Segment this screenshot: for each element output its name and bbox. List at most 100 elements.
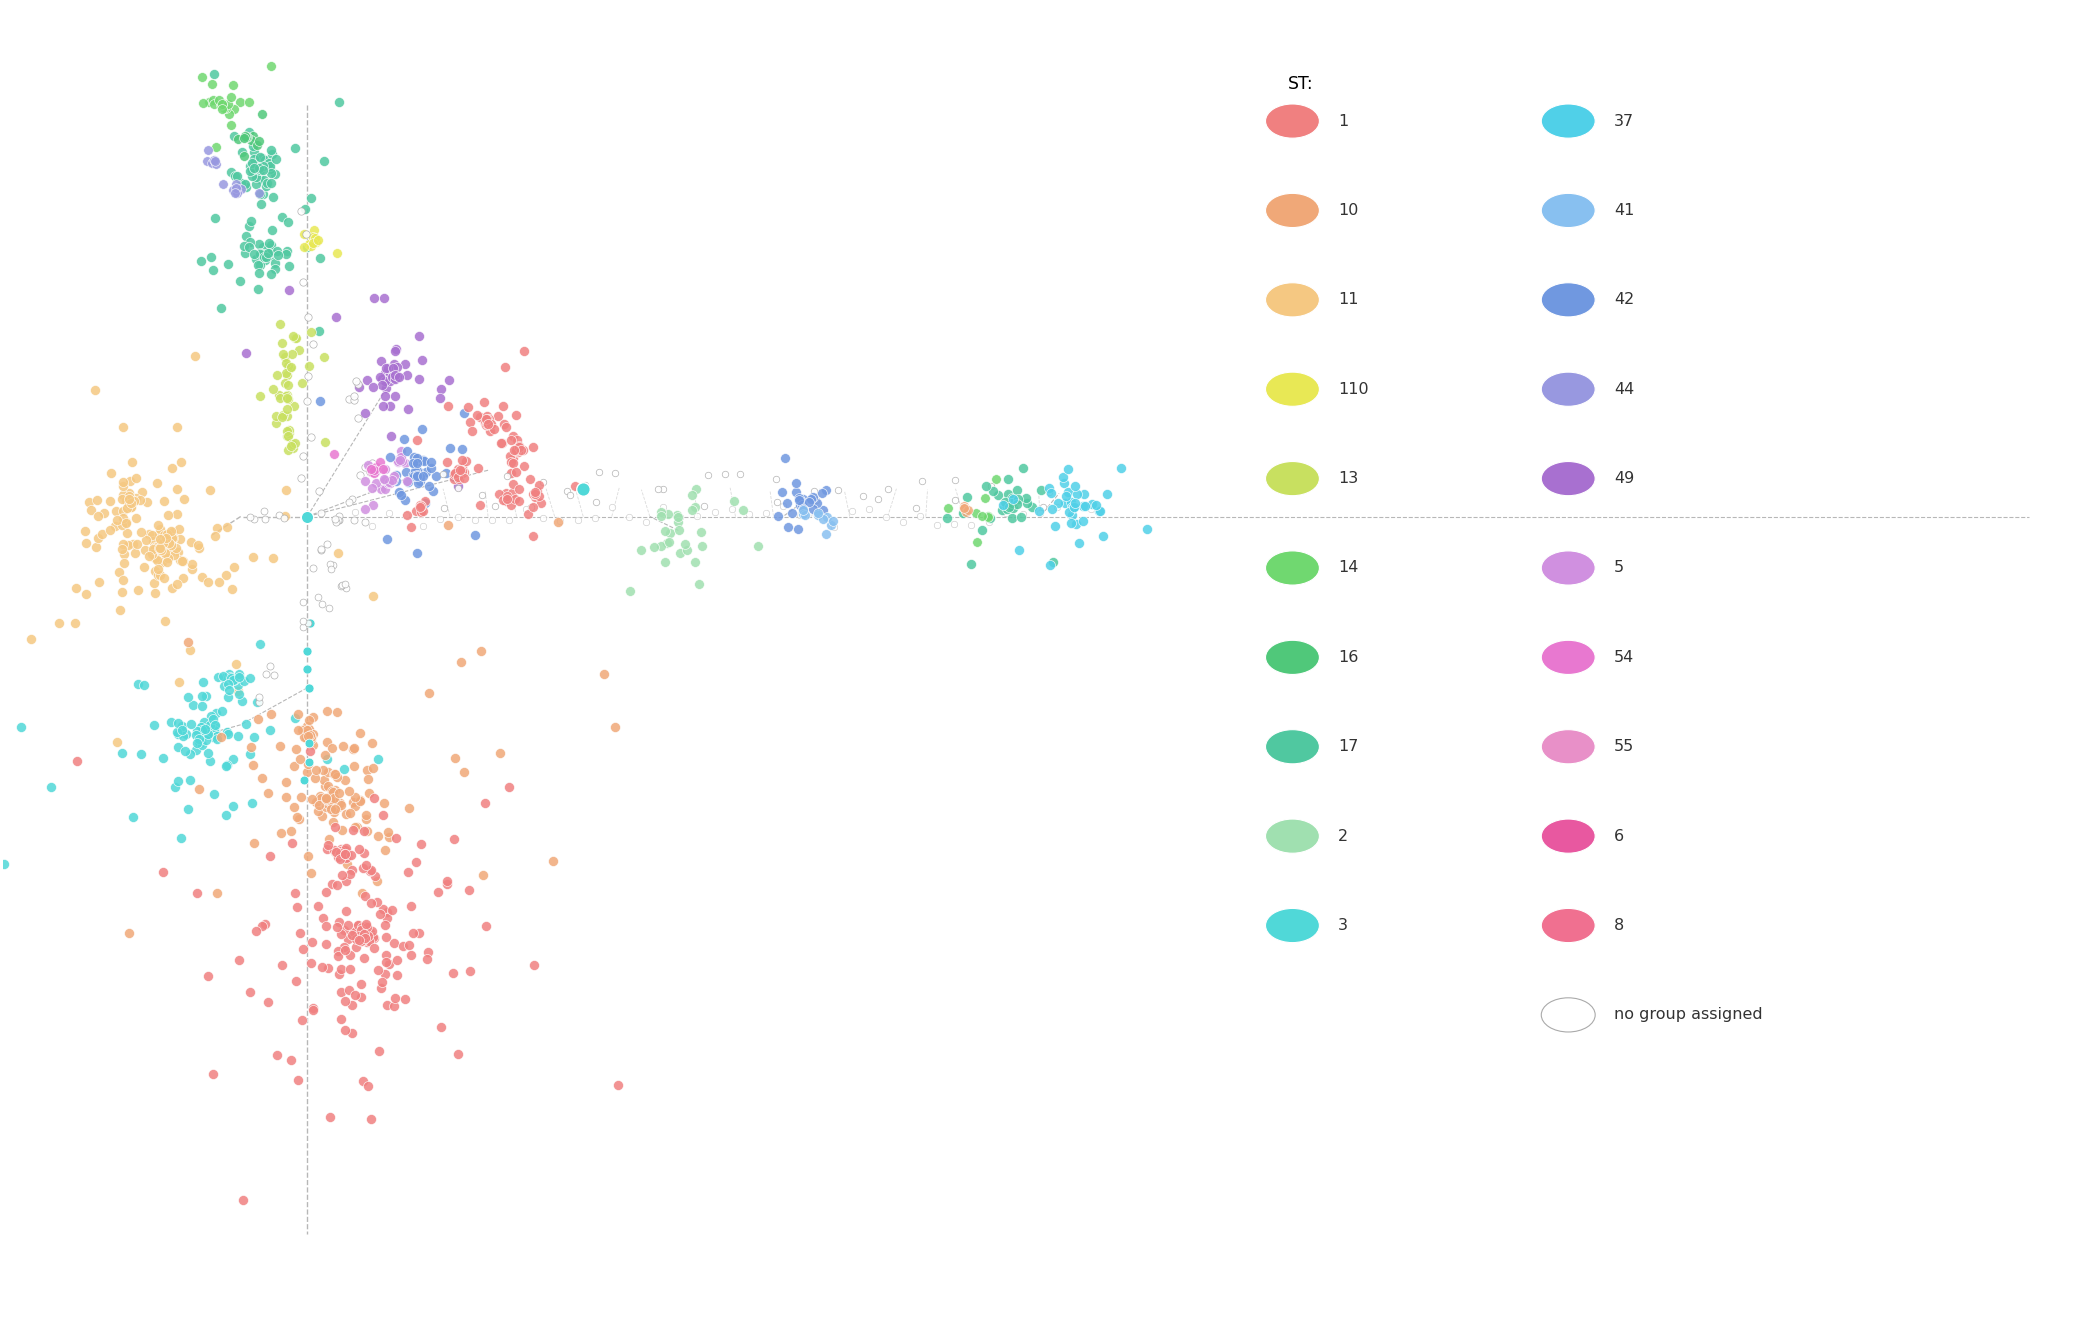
- Point: [324, 849, 358, 870]
- Point: [256, 140, 289, 161]
- Point: [541, 511, 574, 532]
- Point: [272, 420, 306, 441]
- Point: [320, 874, 353, 895]
- Point: [948, 496, 981, 517]
- Point: [146, 861, 179, 882]
- Point: [237, 148, 270, 169]
- Point: [112, 923, 146, 944]
- Point: [368, 964, 401, 985]
- Point: [353, 861, 387, 882]
- Point: [270, 405, 304, 426]
- Point: [268, 771, 301, 792]
- Point: [308, 775, 341, 796]
- Point: [339, 929, 372, 950]
- Point: [403, 466, 437, 487]
- Point: [106, 475, 139, 496]
- Point: [771, 516, 805, 537]
- Point: [106, 552, 139, 573]
- Point: [243, 157, 277, 178]
- Point: [183, 537, 216, 558]
- Point: [360, 891, 393, 912]
- Point: [761, 491, 794, 512]
- Point: [424, 1016, 457, 1038]
- Point: [283, 719, 316, 741]
- Point: [258, 164, 291, 185]
- Point: [206, 94, 239, 115]
- Point: [198, 94, 231, 115]
- Point: [304, 502, 337, 523]
- Point: [212, 673, 245, 694]
- Point: [1006, 504, 1040, 525]
- Point: [191, 723, 225, 744]
- Point: [401, 368, 435, 389]
- Point: [981, 484, 1015, 506]
- Point: [287, 770, 320, 791]
- Point: [780, 473, 813, 494]
- Point: [243, 244, 277, 265]
- Point: [304, 539, 337, 560]
- Point: [399, 447, 432, 469]
- Point: [482, 405, 516, 426]
- Point: [125, 743, 158, 764]
- Point: [81, 490, 114, 511]
- Point: [422, 882, 455, 903]
- Point: [996, 494, 1029, 515]
- Point: [380, 356, 414, 378]
- Point: [453, 961, 486, 982]
- Point: [370, 358, 403, 379]
- Point: [954, 515, 988, 536]
- Point: [358, 288, 391, 309]
- Point: [489, 490, 522, 511]
- Point: [769, 492, 802, 513]
- Point: [501, 437, 534, 458]
- Point: [243, 158, 277, 180]
- Point: [516, 496, 549, 517]
- Point: [274, 436, 308, 457]
- Point: [241, 279, 274, 300]
- Point: [397, 453, 430, 474]
- Point: [293, 729, 326, 750]
- Point: [950, 502, 983, 523]
- Point: [285, 372, 318, 393]
- Point: [1075, 499, 1108, 520]
- Point: [441, 458, 474, 479]
- Point: [222, 667, 256, 688]
- Point: [397, 453, 430, 474]
- Point: [143, 532, 177, 553]
- Point: [669, 540, 703, 561]
- Point: [245, 160, 279, 181]
- Point: [401, 923, 435, 944]
- Point: [175, 714, 208, 735]
- Point: [243, 686, 277, 708]
- Point: [588, 663, 622, 684]
- Point: [726, 499, 759, 520]
- Point: [351, 455, 385, 477]
- Circle shape: [1266, 550, 1320, 585]
- Point: [249, 149, 283, 170]
- Point: [339, 502, 372, 523]
- Point: [362, 748, 395, 770]
- Point: [331, 929, 364, 950]
- Point: [491, 488, 524, 510]
- Point: [678, 550, 711, 572]
- Point: [322, 543, 356, 564]
- Point: [200, 726, 233, 747]
- Point: [318, 789, 351, 810]
- Point: [395, 516, 428, 537]
- Point: [306, 956, 339, 977]
- Point: [218, 165, 252, 186]
- Point: [301, 800, 335, 821]
- Point: [383, 482, 416, 503]
- Point: [347, 929, 380, 950]
- Point: [430, 462, 464, 483]
- Point: [150, 524, 183, 545]
- Point: [191, 965, 225, 986]
- Point: [316, 784, 349, 805]
- Point: [83, 572, 116, 593]
- Point: [160, 721, 193, 742]
- Point: [247, 169, 281, 190]
- Point: [938, 490, 971, 511]
- Point: [156, 578, 189, 599]
- Point: [106, 484, 139, 506]
- Point: [653, 523, 686, 544]
